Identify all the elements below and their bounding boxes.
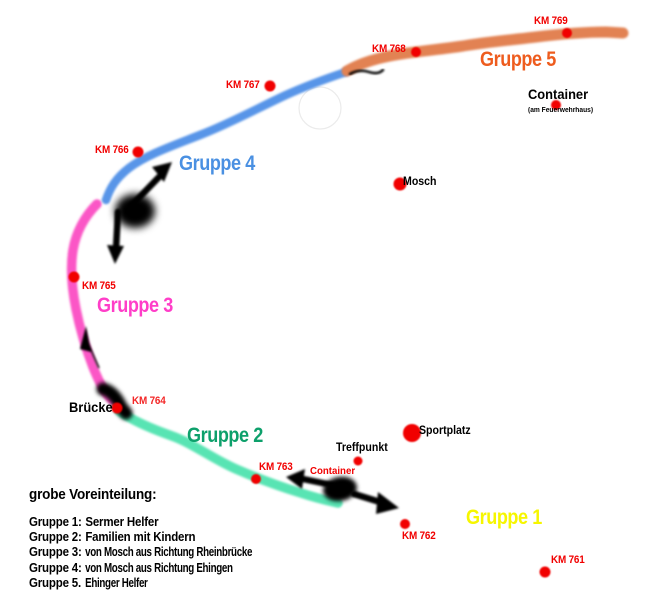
junction-mark bbox=[348, 68, 385, 76]
km-769-label: KM 769 bbox=[534, 15, 568, 27]
legend-gruppe-3-prefix: Gruppe 3: bbox=[29, 545, 82, 559]
arrow-down bbox=[107, 208, 124, 264]
legend-gruppe-2-desc: Familien mit Kindern bbox=[85, 530, 196, 544]
km-766-label: KM 766 bbox=[95, 144, 129, 156]
gruppe-1-map-label: Gruppe 1 bbox=[466, 506, 542, 529]
km-761-label: KM 761 bbox=[551, 554, 585, 566]
white-circle-artifact bbox=[298, 86, 342, 130]
legend-gruppe-5-desc: Ehinger Helfer bbox=[84, 576, 148, 590]
gruppe-5-map-label: Gruppe 5 bbox=[480, 48, 556, 71]
dot-km768 bbox=[411, 47, 421, 57]
legend-item-gruppe-3: Gruppe 3: von Mosch aus Richtung Rheinbrü… bbox=[29, 546, 282, 559]
legend-gruppe-1-prefix: Gruppe 1: bbox=[29, 515, 82, 529]
km-764-label: KM 764 bbox=[132, 395, 166, 407]
gruppe-3-map-label: Gruppe 3 bbox=[97, 294, 173, 317]
dot-km761 bbox=[539, 566, 551, 578]
ink-blob-gruppe4 bbox=[115, 194, 155, 228]
dot-mosch bbox=[393, 177, 407, 191]
legend-gruppe-2-prefix: Gruppe 2: bbox=[29, 530, 82, 544]
mosch-label: Mosch bbox=[403, 176, 437, 188]
km-762-label: KM 762 bbox=[402, 530, 436, 542]
km-768-label: KM 768 bbox=[372, 43, 406, 55]
arrow-right-down bbox=[350, 490, 399, 514]
bruecke-label: Brücke bbox=[69, 399, 113, 415]
marker-dots bbox=[68, 28, 572, 578]
legend-gruppe-4-prefix: Gruppe 4: bbox=[29, 561, 82, 575]
legend-item-gruppe-5: Gruppe 5. Ehinger Helfer bbox=[29, 577, 158, 590]
sportplatz-label: Sportplatz bbox=[419, 425, 471, 437]
dot-km769 bbox=[562, 28, 572, 38]
legend-item-gruppe-2: Gruppe 2: Familien mit Kindern bbox=[29, 530, 196, 544]
container-treffpunkt-label: Container bbox=[310, 465, 356, 477]
dot-km766 bbox=[132, 146, 144, 158]
km-767-label: KM 767 bbox=[226, 79, 260, 91]
km-765-label: KM 765 bbox=[82, 280, 116, 292]
legend-gruppe-5-prefix: Gruppe 5. bbox=[29, 576, 82, 590]
gruppe-4-map-label: Gruppe 4 bbox=[179, 152, 255, 175]
route-gruppe-4 bbox=[101, 67, 351, 205]
legend-title: grobe Voreinteilung: bbox=[29, 486, 157, 503]
legend-gruppe-3-desc: von Mosch aus Richtung Rheinbrücke bbox=[85, 545, 253, 559]
km-763-label: KM 763 bbox=[259, 461, 293, 473]
arrow-up-right bbox=[127, 162, 172, 210]
container-feuerwehrhaus-sublabel: (am Feuerwehrhaus) bbox=[528, 107, 594, 114]
legend-gruppe-1-desc: Sermer Helfer bbox=[85, 515, 159, 529]
container-feuerwehrhaus-label: Container bbox=[528, 86, 589, 102]
route-gruppe-2 bbox=[114, 406, 343, 508]
dot-km763 bbox=[251, 474, 261, 484]
dot-km765 bbox=[68, 271, 80, 283]
dot-km767 bbox=[264, 80, 276, 92]
route-gruppe-3 bbox=[66, 199, 117, 405]
dot-km762 bbox=[400, 519, 410, 529]
legend-item-gruppe-1: Gruppe 1: Sermer Helfer bbox=[29, 515, 159, 529]
tick-mark-pink-route bbox=[80, 326, 100, 369]
gruppe-2-map-label: Gruppe 2 bbox=[187, 424, 263, 447]
dot-km764 bbox=[111, 402, 123, 414]
legend-gruppe-4-desc: von Mosch aus Richtung Ehingen bbox=[85, 561, 233, 575]
legend-item-gruppe-4: Gruppe 4: von Mosch aus Richtung Ehingen bbox=[29, 562, 259, 575]
dot-treffpunkt bbox=[353, 456, 363, 466]
dot-sportplatz bbox=[403, 424, 421, 442]
arrow-left bbox=[286, 469, 336, 489]
treffpunkt-label: Treffpunkt bbox=[336, 442, 388, 454]
dot-container-feuerwehrhaus bbox=[551, 100, 561, 110]
